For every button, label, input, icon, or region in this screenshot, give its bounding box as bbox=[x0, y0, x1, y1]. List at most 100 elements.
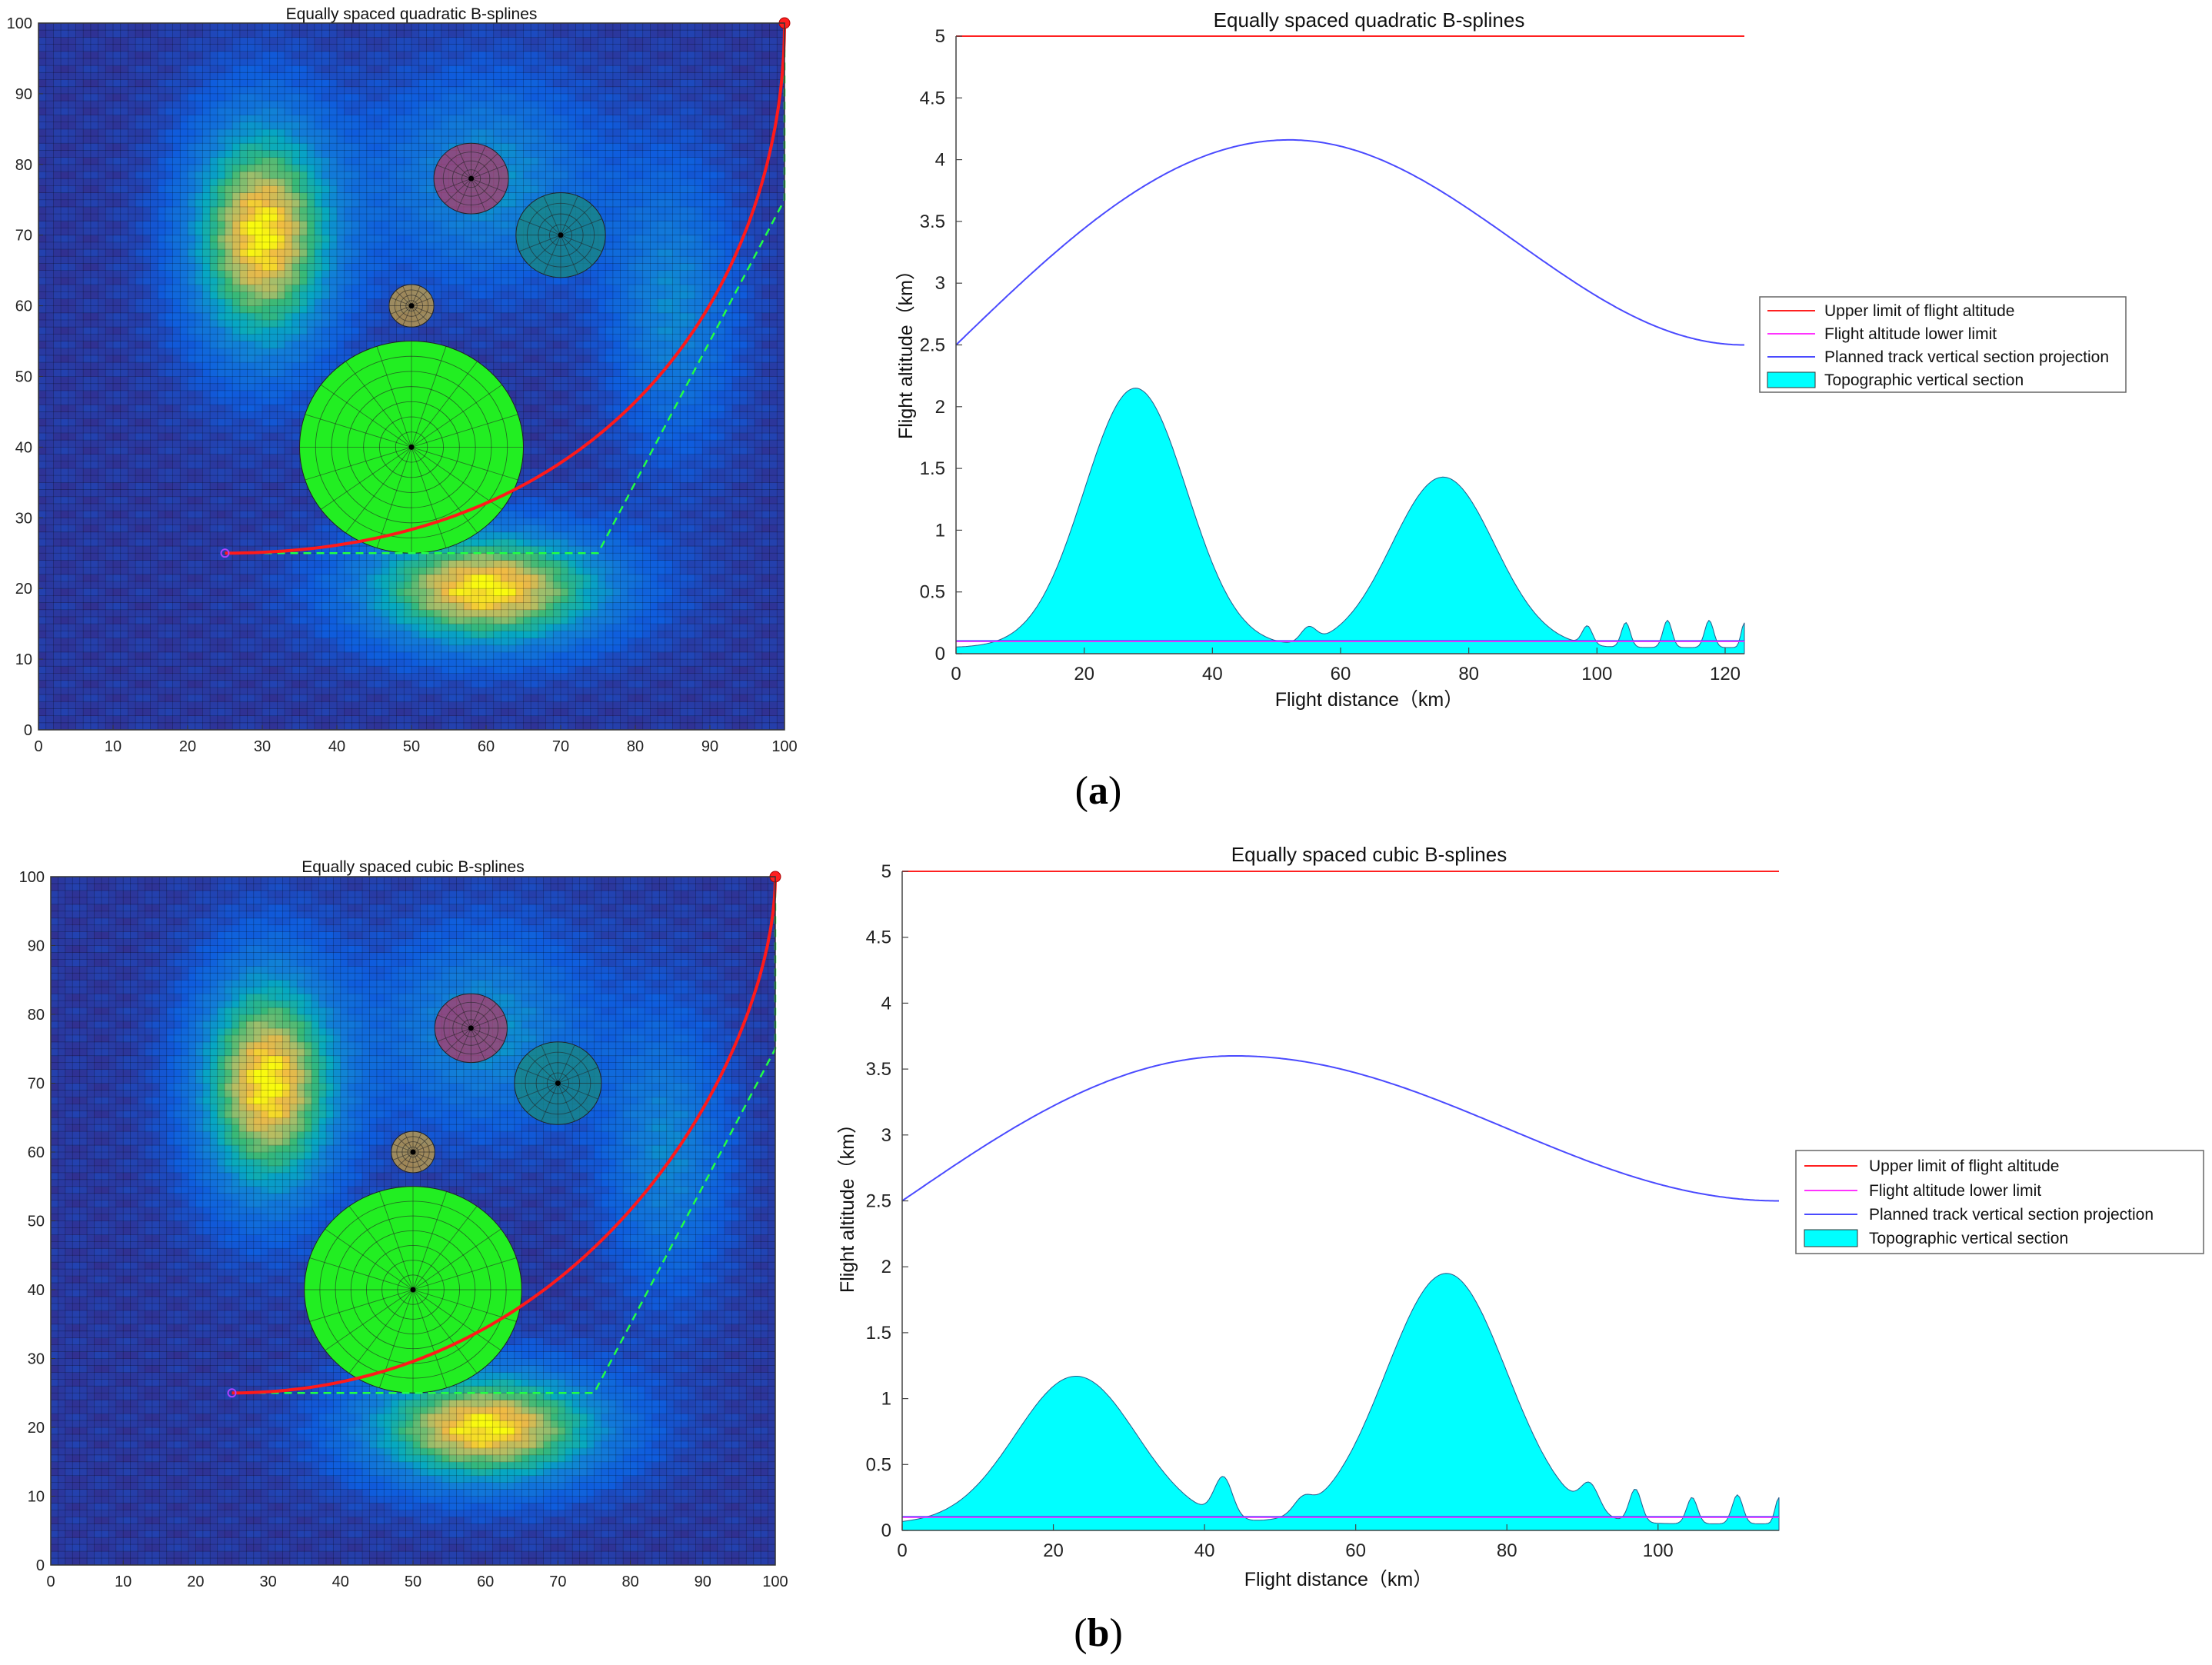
heat-cell bbox=[232, 108, 241, 115]
heat-cell bbox=[255, 369, 263, 377]
heat-cell bbox=[374, 122, 382, 130]
heat-cell bbox=[61, 687, 69, 695]
heat-cell bbox=[232, 489, 241, 498]
heat-cell bbox=[135, 722, 144, 730]
heat-cell bbox=[98, 214, 106, 221]
heat-cell bbox=[172, 214, 181, 221]
heat-cell bbox=[195, 433, 203, 441]
heat-cell bbox=[329, 171, 338, 179]
heat-cell bbox=[202, 291, 211, 299]
heat-cell bbox=[90, 298, 98, 306]
heat-cell bbox=[247, 355, 255, 363]
heat-cell bbox=[262, 327, 271, 335]
heat-cell bbox=[277, 44, 285, 52]
heat-cell bbox=[68, 588, 76, 596]
heat-cell bbox=[344, 609, 352, 618]
heat-cell bbox=[128, 362, 136, 370]
heat-cell bbox=[202, 440, 211, 448]
heat-cell bbox=[247, 694, 255, 702]
heat-cell bbox=[269, 546, 278, 554]
heat-cell bbox=[61, 602, 69, 611]
heat-cell bbox=[45, 122, 54, 130]
heat-cell bbox=[225, 355, 233, 363]
heat-cell bbox=[337, 319, 345, 328]
heat-cell bbox=[329, 235, 338, 243]
heat-cell bbox=[307, 298, 315, 306]
heat-cell bbox=[388, 150, 397, 158]
heat-cell bbox=[374, 72, 382, 80]
heat-cell bbox=[61, 164, 69, 172]
heat-cell bbox=[388, 206, 397, 215]
heat-cell bbox=[239, 44, 248, 52]
heat-cell bbox=[299, 93, 308, 102]
heat-cell bbox=[269, 171, 278, 179]
heat-cell bbox=[188, 715, 196, 724]
heat-cell bbox=[285, 369, 293, 377]
heat-cell bbox=[45, 79, 54, 88]
heat-cell bbox=[172, 171, 181, 179]
heat-cell bbox=[285, 411, 293, 420]
heat-cell bbox=[120, 461, 128, 469]
heat-cell bbox=[247, 122, 255, 130]
heat-cell bbox=[232, 143, 241, 151]
heat-cell bbox=[61, 708, 69, 717]
heat-cell bbox=[321, 644, 330, 653]
heat-cell bbox=[396, 624, 405, 631]
heat-cell bbox=[225, 108, 233, 115]
heat-cell bbox=[247, 241, 255, 250]
heat-cell bbox=[98, 666, 106, 674]
heat-cell bbox=[239, 482, 248, 490]
heat-cell bbox=[337, 256, 345, 264]
heat-cell bbox=[262, 631, 271, 638]
heat-cell bbox=[113, 327, 122, 335]
heat-cell bbox=[135, 277, 144, 285]
heat-cell bbox=[165, 51, 173, 59]
heat-cell bbox=[53, 574, 62, 582]
heat-cell bbox=[269, 298, 278, 306]
heat-cell bbox=[314, 136, 322, 144]
heat-cell bbox=[158, 312, 166, 321]
heat-cell bbox=[396, 334, 405, 341]
heat-cell bbox=[53, 369, 62, 377]
heat-cell bbox=[53, 468, 62, 476]
heat-cell bbox=[45, 418, 54, 427]
heat-cell bbox=[135, 609, 144, 618]
heat-cell bbox=[68, 659, 76, 667]
heat-cell bbox=[113, 405, 122, 412]
heat-cell bbox=[113, 574, 122, 582]
heat-cell bbox=[75, 327, 84, 335]
heat-cell bbox=[404, 86, 412, 95]
heat-cell bbox=[239, 411, 248, 420]
heat-cell bbox=[388, 101, 397, 108]
heat-cell bbox=[113, 93, 122, 102]
heat-cell bbox=[61, 334, 69, 341]
heat-cell bbox=[225, 518, 233, 525]
heat-cell bbox=[135, 291, 144, 299]
heat-cell bbox=[285, 588, 293, 596]
heat-cell bbox=[90, 241, 98, 250]
heat-cell bbox=[202, 482, 211, 490]
heat-cell bbox=[68, 418, 76, 427]
heat-cell bbox=[396, 644, 405, 653]
heat-cell bbox=[38, 256, 47, 264]
heat-cell bbox=[239, 722, 248, 730]
heat-cell bbox=[158, 51, 166, 59]
heat-cell bbox=[232, 79, 241, 88]
heat-cell bbox=[172, 115, 181, 123]
heat-cell bbox=[158, 327, 166, 335]
heat-cell bbox=[232, 348, 241, 356]
heat-cell bbox=[277, 228, 285, 236]
heat-cell bbox=[291, 553, 300, 561]
heat-cell bbox=[366, 659, 375, 667]
heat-cell bbox=[277, 425, 285, 434]
heat-cell bbox=[105, 101, 114, 108]
heat-cell bbox=[53, 411, 62, 420]
heat-cell bbox=[113, 511, 122, 518]
heat-cell bbox=[128, 694, 136, 702]
heat-cell bbox=[337, 341, 345, 349]
heat-cell bbox=[83, 30, 92, 38]
heat-cell bbox=[135, 157, 144, 165]
heat-cell bbox=[105, 192, 114, 201]
heat-cell bbox=[158, 602, 166, 611]
heat-cell bbox=[239, 327, 248, 335]
